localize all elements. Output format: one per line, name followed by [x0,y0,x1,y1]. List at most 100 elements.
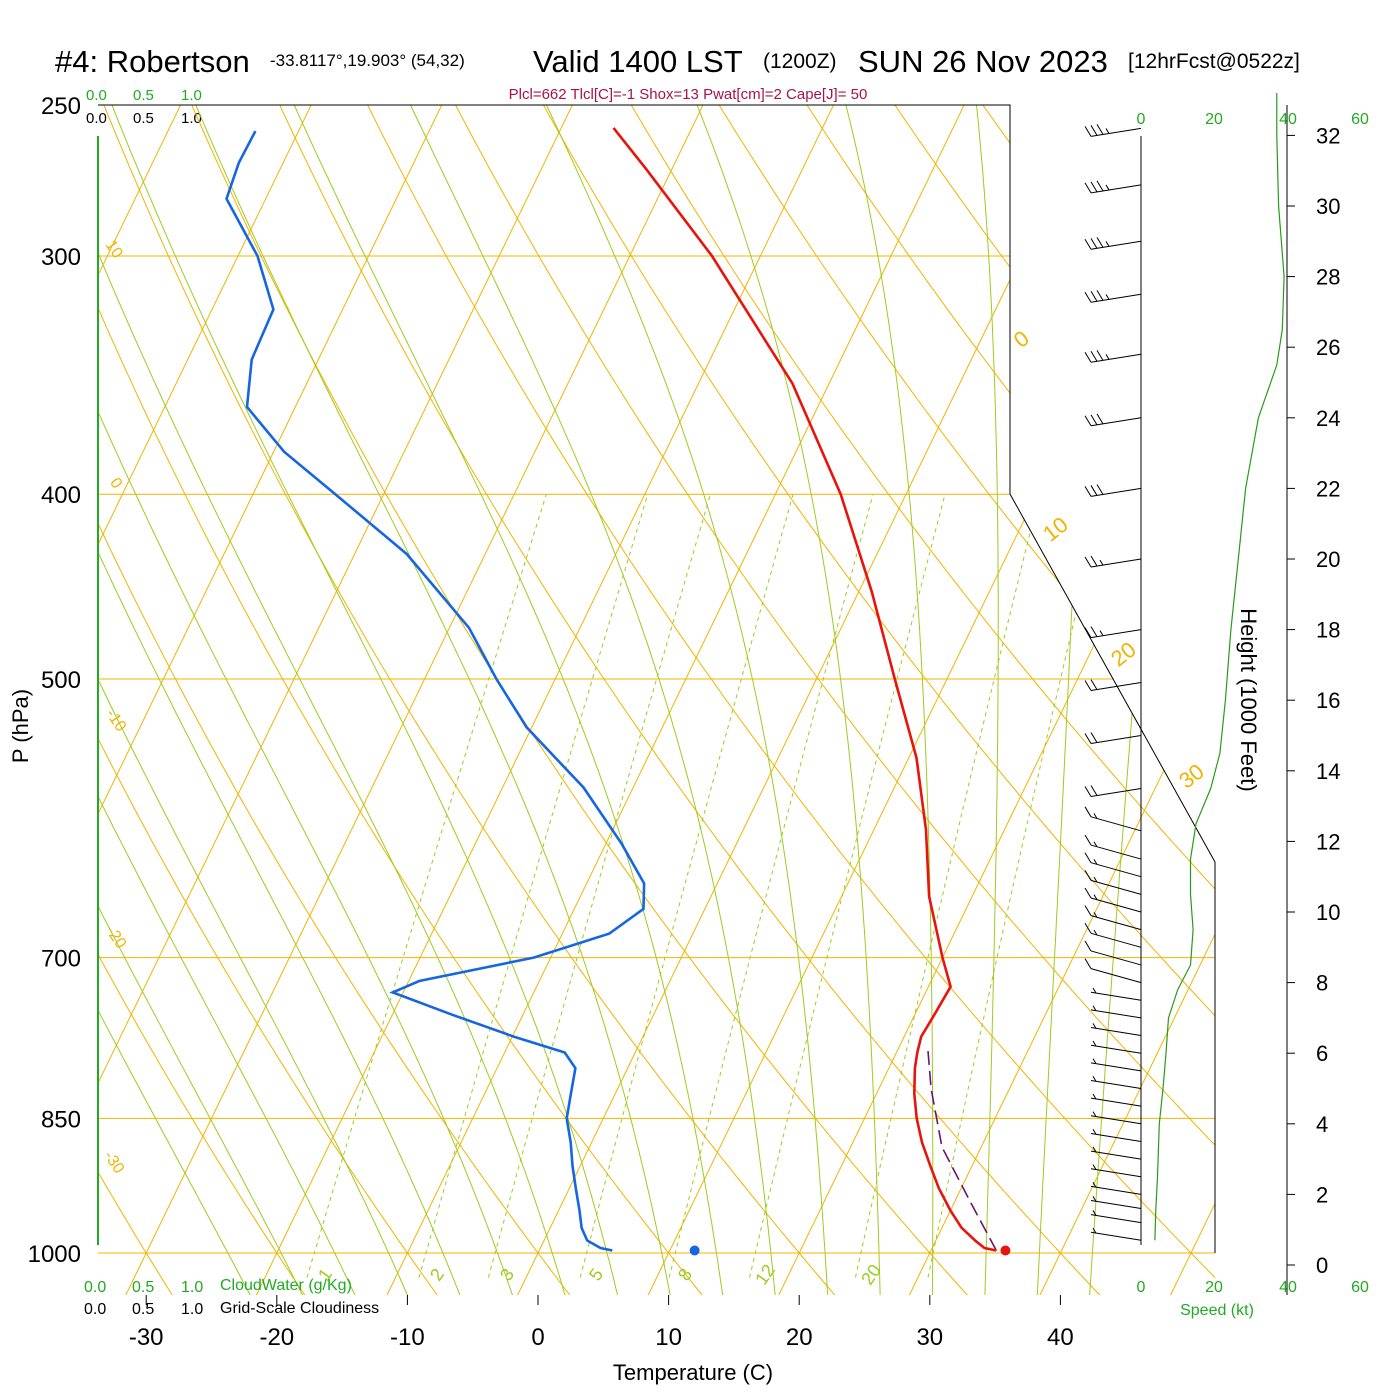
wind-barb [1090,1181,1142,1195]
wind-barbs [1084,124,1142,1241]
cloudiness-label: Grid-Scale Cloudiness [220,1300,379,1317]
bottom-scale-tick: 0.0 [84,1301,106,1318]
wind-barb-flag [1096,124,1104,135]
wind-barb [1084,290,1142,303]
wind-barb [1090,1076,1142,1089]
wind-barb-flag [1084,806,1092,818]
wind-barb-half-flag [1093,912,1098,918]
wind-barb-staff [1090,1150,1142,1160]
wind-barb-flag [1090,555,1098,567]
height-tick-label: 20 [1316,547,1340,572]
wind-barb-flag [1084,905,1092,916]
wind-barb-flag [1090,626,1098,637]
pressure-tick-label: 850 [41,1106,81,1133]
speed-scale-bottom: 0 20 40 60 [1137,1279,1369,1296]
wind-barb-staff [1090,950,1142,966]
dry-adiabat-line [437,105,1215,1295]
wind-barb-staff [1090,1214,1142,1224]
temperature-axis: -30 -20 -10 0 10 20 30 40 [129,1295,1074,1351]
height-tick-label: 6 [1316,1041,1328,1066]
dry-adiabat-line [98,105,177,1295]
wind-barb-half-flag [1092,1058,1097,1064]
dry-adiabat-label: 30 [1174,759,1209,794]
dry-adiabat-line [1394,71,1400,1301]
wind-barb-flag [1096,237,1104,248]
wind-barb-half-flag [1092,1093,1097,1100]
utc-time: (1200Z) [763,50,837,73]
wind-barb-flag [1084,126,1092,137]
mixing-ratio-line [749,494,946,1278]
dry-adiabat-line [958,105,1215,1295]
mixing-ratio-line [927,494,1105,1278]
height-tick-label: 28 [1316,265,1340,290]
isotherm-line [1036,105,1215,1295]
temperature-tick-label: -20 [259,1324,294,1351]
wind-barb-half-flag [1092,1146,1097,1153]
speed-tick: 0 [1137,111,1146,128]
wind-barb [1084,555,1142,568]
wind-barb-half-flag [1092,1111,1097,1117]
wind-barb-flag [1084,291,1092,303]
dry-adiabat-line [98,105,841,1295]
moist-adiabat-line [98,105,307,1295]
wind-barb-half-flag [1093,876,1098,883]
wind-barb-flag [1090,414,1098,426]
wind-barb [1084,413,1142,427]
wind-barb-flag [1084,352,1092,363]
station-coords: -33.8117°,19.903° (54,32) [270,51,465,70]
wind-barb-flag [1084,415,1092,427]
wind-barb-staff [1090,1168,1142,1178]
wind-barb-flag [1084,627,1092,638]
top-scale-tick: 1.0 [181,110,202,127]
moist-adiabat-line [683,105,881,1295]
wind-barb-flag [1096,350,1104,361]
wind-barb [1084,626,1142,639]
wind-barb-flag [1090,181,1098,193]
pressure-tick-label: 1000 [28,1241,81,1268]
station-title: #4: Robertson [55,44,250,79]
pressure-axis-label: P (hPa) [8,689,33,763]
moist-adiabat-line [98,105,411,1295]
wind-barb [1084,870,1142,895]
wind-barb-flag [1090,679,1098,690]
wind-barb-flag [1090,125,1098,136]
height-tick-label: 16 [1316,688,1340,713]
top-cloudiness-scale: 0.0 0.5 1.0 [86,110,202,127]
wind-barb-half-flag [1099,559,1104,566]
cloudwater-label: CloudWater (g/Kg) [220,1277,352,1294]
wind-barb [1084,484,1142,497]
wind-barb-half-flag [1092,1076,1097,1082]
wind-barb-flag [1090,785,1098,796]
temperature-axis-label: Temperature (C) [613,1360,773,1385]
temperature-trace [612,127,997,1252]
wind-barb-half-flag [1092,1128,1097,1135]
isotherm-line [1167,105,1215,1295]
wind-barb [1084,834,1142,860]
wind-barb-half-flag [1092,1164,1097,1170]
mixing-ratio-label: 12 [751,1261,779,1289]
surface-dewpoint-marker [689,1245,700,1256]
speed-tick: 60 [1351,111,1369,128]
dewpoint-trace [225,130,646,1252]
moist-adiabats [98,105,1181,1295]
dry-adiabat-label: 0 [1009,325,1034,352]
wind-barb-flag [1090,238,1098,249]
wind-barb-half-flag [1105,128,1110,134]
isotherm-label: -10 [102,706,129,735]
moist-adiabat-line [98,105,463,1295]
dry-adiabats [98,71,1400,1301]
pressure-tick-label: 250 [41,93,81,120]
wind-barb-staff [1090,293,1142,303]
wind-barb-half-flag [1105,294,1110,300]
moist-adiabat-line [1036,105,1087,1295]
isotherm-label: 10 [102,237,126,261]
wind-barb-staff [1090,932,1142,948]
dry-adiabat-label: 10 [1038,512,1073,547]
moist-adiabat-line [98,105,359,1295]
bottom-cloudwater-scale: 0.0 0.5 1.0 CloudWater (g/Kg) [84,1277,352,1296]
wind-barb-half-flag [1105,354,1110,360]
wind-barb-staff [1090,735,1142,744]
speed-tick: 20 [1205,1279,1223,1296]
dry-adiabat-line [698,105,1215,1295]
